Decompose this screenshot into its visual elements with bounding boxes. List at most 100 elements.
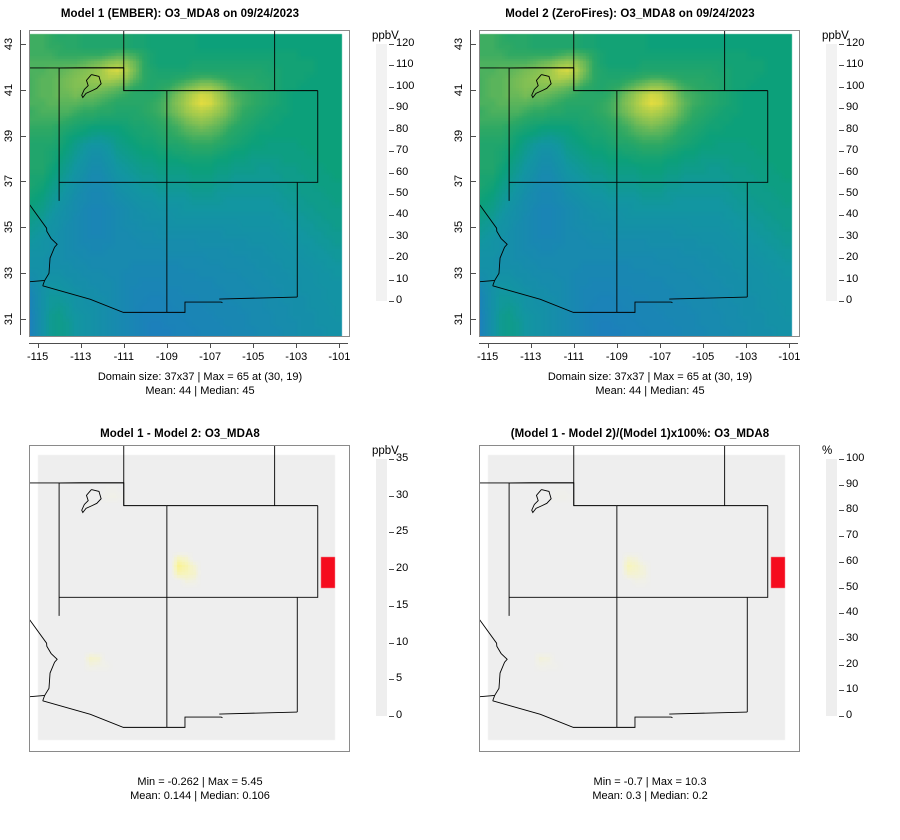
colorbar-tick	[839, 215, 844, 217]
y-tick-label: 35	[3, 221, 15, 234]
colorbar-tick	[389, 532, 394, 534]
colorbar-tick-label: 30	[846, 631, 859, 644]
x-tick-label: -113	[70, 351, 92, 363]
colorbar-gradient	[376, 459, 387, 716]
colorbar-tick	[839, 561, 844, 563]
y-tick-label: 33	[3, 266, 15, 280]
colorbar-tick	[839, 459, 844, 460]
colorbar-tick-label: 20	[396, 251, 409, 264]
state-borders	[30, 446, 319, 728]
state-borders	[480, 31, 769, 313]
x-tick-label: -103	[285, 351, 308, 363]
colorbar-tick-label: 70	[846, 529, 859, 542]
colorbar-tick-label: 40	[846, 208, 859, 221]
y-tick	[470, 43, 476, 45]
state-borders	[30, 31, 319, 313]
colorbar-tick-label: 25	[396, 525, 409, 538]
y-tick-label: 39	[3, 129, 15, 142]
y-tick-label: 35	[453, 221, 465, 234]
colorbar-tick	[839, 664, 844, 666]
colorbar-tick-label: 30	[396, 229, 409, 242]
colorbar-tick-label: 40	[846, 606, 859, 619]
colorbar-tick-label: 70	[846, 144, 859, 157]
panel-model1-title: Model 1 (EMBER): O3_MDA8 on 09/24/2023	[60, 8, 300, 20]
x-tick	[789, 343, 791, 348]
map-model1[interactable]	[29, 30, 350, 337]
colorbar-tick-label: 80	[846, 503, 859, 516]
colorbar-tick	[389, 236, 394, 238]
y-tick-label: 41	[453, 83, 465, 96]
colorbar-tick-label: 90	[396, 101, 409, 114]
x-tick-label: -111	[563, 351, 584, 363]
x-tick	[660, 343, 662, 348]
y-axis-line	[20, 30, 21, 335]
colorbar-tick	[389, 65, 394, 67]
x-tick-label: -113	[520, 351, 542, 363]
colorbar-tick	[839, 716, 844, 717]
colorbar-tick-label: 80	[846, 122, 859, 135]
ozone-raster-model1	[30, 31, 349, 336]
map-model2[interactable]	[479, 30, 800, 337]
x-tick-label: -105	[242, 351, 265, 363]
panel-percent-difference: (Model 1 - Model 2)/(Model 1)x100%: O3_M…	[450, 420, 900, 840]
panel-percent-difference-title: (Model 1 - Model 2)/(Model 1)x100%: O3_M…	[510, 428, 770, 440]
y-tick-label: 43	[3, 37, 15, 50]
colorbar-tick-label: 60	[846, 554, 859, 567]
y-tick	[20, 273, 26, 275]
x-axis-line	[29, 343, 348, 344]
x-tick	[487, 343, 489, 348]
map-percent-difference[interactable]	[479, 445, 800, 752]
colorbar-gradient	[826, 44, 837, 301]
colorbar-tick-label: 40	[396, 208, 409, 221]
colorbar-tick-label: 20	[846, 251, 859, 264]
map-difference[interactable]	[29, 445, 350, 752]
colorbar-tick-label: 10	[396, 635, 409, 648]
colorbar-tick	[839, 193, 844, 195]
panel-difference-title: Model 1 - Model 2: O3_MDA8	[100, 428, 260, 440]
colorbar-tick-label: 60	[396, 165, 409, 178]
colorbar-tick	[839, 587, 844, 589]
colorbar-tick	[839, 129, 844, 131]
y-axis-line	[470, 30, 471, 335]
y-tick	[20, 318, 26, 320]
x-tick	[616, 343, 618, 348]
panel-model2: Model 2 (ZeroFires): O3_MDA8 on 09/24/20…	[450, 0, 900, 410]
colorbar-tick-label: 5	[396, 672, 403, 685]
y-tick	[470, 227, 476, 229]
colorbar-tick	[839, 65, 844, 67]
y-tick-label: 39	[453, 129, 465, 142]
y-tick	[20, 43, 26, 45]
colorbar-unit-label: ppbV	[822, 30, 849, 42]
x-tick	[80, 343, 82, 348]
x-tick	[166, 343, 168, 348]
colorbar-unit-label: %	[822, 445, 833, 457]
colorbar-tick-label: 120	[396, 37, 415, 49]
colorbar-tick	[389, 129, 394, 131]
x-tick-label: -103	[735, 351, 758, 363]
colorbar-tick	[389, 642, 394, 644]
y-tick-label: 41	[3, 83, 15, 96]
y-tick	[470, 181, 476, 183]
colorbar-tick	[839, 172, 844, 174]
colorbar-tick-label: 80	[396, 122, 409, 135]
colorbar-tick	[389, 151, 394, 153]
x-tick	[123, 343, 125, 348]
colorbar-tick-label: 10	[396, 272, 409, 285]
colorbar-tick	[389, 495, 394, 497]
difference-raster	[30, 446, 349, 751]
y-tick	[470, 318, 476, 320]
colorbar-gradient	[376, 44, 387, 301]
ozone-raster-model2	[480, 31, 799, 336]
colorbar-tick	[389, 86, 394, 88]
x-tick	[703, 343, 705, 348]
colorbar-tick	[389, 301, 394, 302]
colorbar-difference: ppbV 0 5 10 15 20 25 30 35	[372, 445, 450, 750]
x-tick-label: -109	[155, 351, 178, 363]
colorbar-tick	[839, 108, 844, 110]
colorbar-tick-label: 0	[846, 709, 853, 721]
colorbar-tick-label: 30	[396, 488, 409, 501]
colorbar-tick-label: 20	[396, 562, 409, 575]
colorbar-tick-label: 15	[396, 598, 409, 611]
x-tick-label: -101	[328, 351, 351, 363]
colorbar-tick	[839, 690, 844, 692]
